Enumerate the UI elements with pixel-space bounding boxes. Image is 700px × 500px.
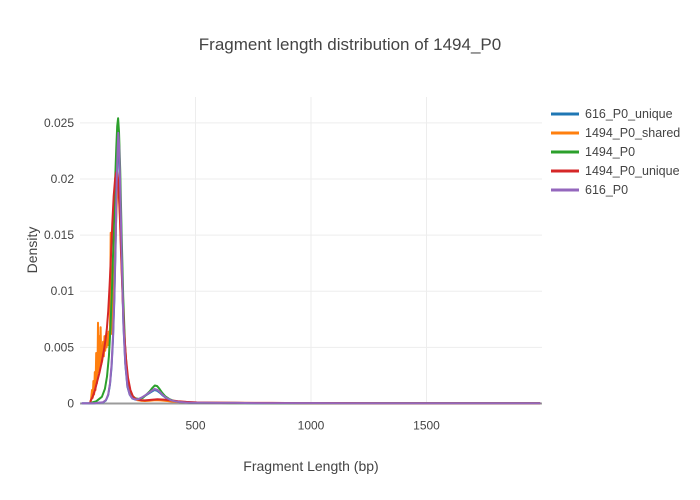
traces [81, 117, 541, 405]
x-tick-label: 1000 [298, 419, 325, 433]
x-gridlines [195, 97, 427, 404]
y-tick-label: 0.005 [44, 340, 74, 354]
x-tick-label: 1500 [413, 419, 440, 433]
x-axis-title: Fragment Length (bp) [243, 458, 378, 474]
chart-title: Fragment length distribution of 1494_P0 [199, 35, 501, 54]
legend-label: 616_P0 [585, 183, 628, 197]
legend: 616_P0_unique 1494_P0_shared 1494_P0 1494_P… [551, 107, 680, 197]
y-tick-label: 0.015 [44, 228, 74, 242]
legend-item-616_P0_unique[interactable]: 616_P0_unique [551, 107, 673, 121]
y-tick-label: 0.025 [44, 116, 74, 130]
legend-item-616_P0[interactable]: 616_P0 [551, 183, 628, 197]
legend-label: 1494_P0_unique [585, 164, 680, 178]
y-tick-label: 0.01 [51, 284, 75, 298]
legend-item-1494_P0_unique[interactable]: 1494_P0_unique [551, 164, 680, 178]
x-tick-labels: 500 1000 1500 [185, 419, 440, 433]
legend-item-1494_P0[interactable]: 1494_P0 [551, 145, 635, 159]
y-gridlines [80, 122, 542, 348]
legend-item-1494_P0_shared[interactable]: 1494_P0_shared [551, 126, 680, 140]
y-tick-label: 0.02 [51, 172, 75, 186]
y-tick-label: 0 [67, 397, 74, 411]
trace-616_P0 [81, 131, 541, 405]
x-tick-label: 500 [185, 419, 205, 433]
legend-label: 1494_P0 [585, 145, 635, 159]
y-axis-title: Density [24, 227, 40, 274]
y-tick-labels: 0 0.005 0.01 0.015 0.02 0.025 [44, 116, 74, 411]
legend-label: 616_P0_unique [585, 107, 673, 121]
plot-area[interactable] [80, 97, 542, 404]
legend-label: 1494_P0_shared [585, 126, 680, 140]
